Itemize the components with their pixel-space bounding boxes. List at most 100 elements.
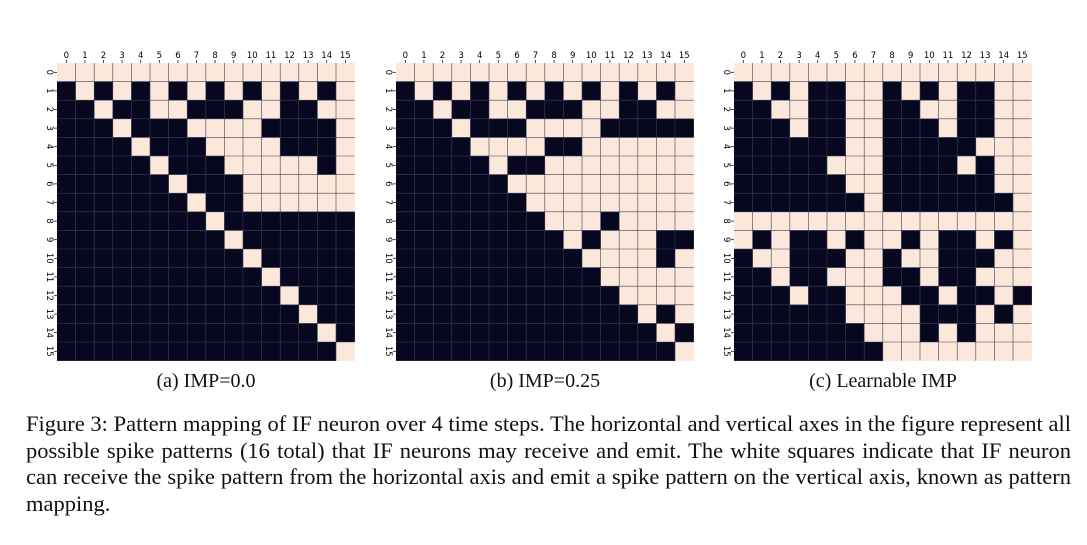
x-tick-label: 2 bbox=[440, 51, 445, 61]
heatmap-cell bbox=[261, 118, 281, 138]
heatmap-cell bbox=[808, 118, 828, 138]
heatmap-cell bbox=[261, 174, 281, 194]
heatmap-cell bbox=[808, 137, 828, 157]
x-tick-label: 8 bbox=[212, 51, 217, 61]
heatmap-cell bbox=[827, 137, 846, 157]
heatmap-cell bbox=[396, 193, 415, 213]
heatmap-cell bbox=[563, 118, 583, 138]
heatmap-cell bbox=[433, 81, 453, 101]
heatmap-cell bbox=[938, 174, 958, 194]
heatmap-cell bbox=[317, 267, 337, 287]
heatmap-cell bbox=[789, 137, 809, 157]
heatmap-cell bbox=[882, 137, 902, 157]
heatmap-cell bbox=[845, 137, 865, 157]
heatmap-cell bbox=[637, 342, 657, 361]
heatmap-cell bbox=[957, 304, 977, 324]
heatmap-cell bbox=[507, 137, 527, 157]
heatmap-cell bbox=[901, 100, 921, 120]
heatmap-cell bbox=[150, 193, 169, 213]
heatmap-cell bbox=[205, 342, 225, 361]
heatmap-cell bbox=[205, 323, 225, 343]
heatmap-cell bbox=[396, 137, 415, 157]
heatmap-cell bbox=[563, 137, 583, 157]
heatmap-cell bbox=[470, 156, 490, 175]
heatmap-cell bbox=[187, 267, 207, 287]
heatmap-cell bbox=[75, 230, 95, 250]
heatmap-cell bbox=[882, 118, 902, 138]
heatmap-cell bbox=[675, 156, 694, 175]
heatmap-cell bbox=[336, 137, 355, 157]
heatmap-cell bbox=[734, 267, 753, 287]
heatmap-cell bbox=[187, 63, 207, 82]
heatmap-cell bbox=[637, 323, 657, 343]
heatmap-cell bbox=[168, 63, 188, 82]
heatmap-cell bbox=[243, 342, 262, 361]
heatmap-cell bbox=[57, 267, 76, 287]
heatmap-cell bbox=[845, 118, 865, 138]
heatmap-cell bbox=[94, 267, 114, 287]
heatmap-cell bbox=[489, 174, 508, 194]
heatmap-cell bbox=[414, 193, 434, 213]
heatmap-cell bbox=[544, 100, 564, 120]
heatmap-cell bbox=[771, 156, 791, 175]
heatmap-cell bbox=[600, 267, 620, 287]
heatmap-cell bbox=[771, 118, 791, 138]
heatmap-cell bbox=[187, 193, 207, 213]
heatmap-cell bbox=[882, 174, 902, 194]
heatmap-cell bbox=[600, 174, 620, 194]
y-tick-label: 7 bbox=[44, 200, 54, 205]
heatmap-cell bbox=[901, 193, 921, 213]
heatmap-cell bbox=[243, 63, 262, 82]
heatmap-cell bbox=[938, 211, 958, 231]
heatmap-cell bbox=[317, 211, 337, 231]
heatmap-cell bbox=[544, 193, 564, 213]
heatmap-cell bbox=[656, 156, 676, 175]
heatmap-cell bbox=[845, 230, 865, 250]
heatmap-cell bbox=[317, 193, 337, 213]
heatmap-cell bbox=[526, 81, 546, 101]
heatmap-cell bbox=[489, 118, 508, 138]
heatmap-cell bbox=[298, 100, 318, 120]
heatmap-cell bbox=[150, 156, 169, 175]
heatmap-cell bbox=[94, 211, 114, 231]
heatmap-cell bbox=[827, 193, 846, 213]
heatmap-cell bbox=[150, 286, 169, 306]
heatmap-cell bbox=[752, 304, 772, 324]
heatmap-cell bbox=[205, 137, 225, 157]
heatmap-cell bbox=[470, 323, 490, 343]
heatmap-cell bbox=[489, 323, 508, 343]
heatmap-cell bbox=[94, 249, 114, 268]
heatmap-cell bbox=[752, 63, 772, 82]
x-tick-label: 6 bbox=[852, 51, 857, 61]
heatmap-cell bbox=[396, 267, 415, 287]
heatmap-cell bbox=[734, 286, 753, 306]
y-tick-label: 11 bbox=[383, 271, 393, 282]
heatmap-cell bbox=[94, 323, 114, 343]
heatmap-cell bbox=[637, 118, 657, 138]
heatmap-cell bbox=[938, 81, 958, 101]
heatmap-cell bbox=[94, 230, 114, 250]
heatmap-cell bbox=[619, 156, 639, 175]
heatmap-cell bbox=[845, 286, 865, 306]
heatmap-cell bbox=[489, 211, 508, 231]
y-tick-label: 6 bbox=[383, 181, 393, 186]
heatmap-cell bbox=[414, 100, 434, 120]
heatmap-cell bbox=[901, 118, 921, 138]
heatmap-cell bbox=[734, 137, 753, 157]
x-tick-label: 10 bbox=[247, 51, 258, 61]
heatmap-cell bbox=[637, 286, 657, 306]
y-tick-label: 12 bbox=[44, 290, 54, 301]
heatmap-cell bbox=[975, 211, 995, 231]
heatmap-cell bbox=[734, 63, 753, 82]
heatmap-cell bbox=[675, 286, 694, 306]
heatmap-cell bbox=[433, 286, 453, 306]
heatmap-cell bbox=[414, 137, 434, 157]
heatmap-cell bbox=[131, 156, 151, 175]
heatmap-cell bbox=[882, 323, 902, 343]
heatmap-cell bbox=[168, 211, 188, 231]
heatmap-cell bbox=[994, 100, 1014, 120]
heatmap-cell bbox=[619, 63, 639, 82]
heatmap-cell bbox=[938, 286, 958, 306]
heatmap-cell bbox=[336, 81, 355, 101]
heatmap-cell bbox=[112, 63, 132, 82]
